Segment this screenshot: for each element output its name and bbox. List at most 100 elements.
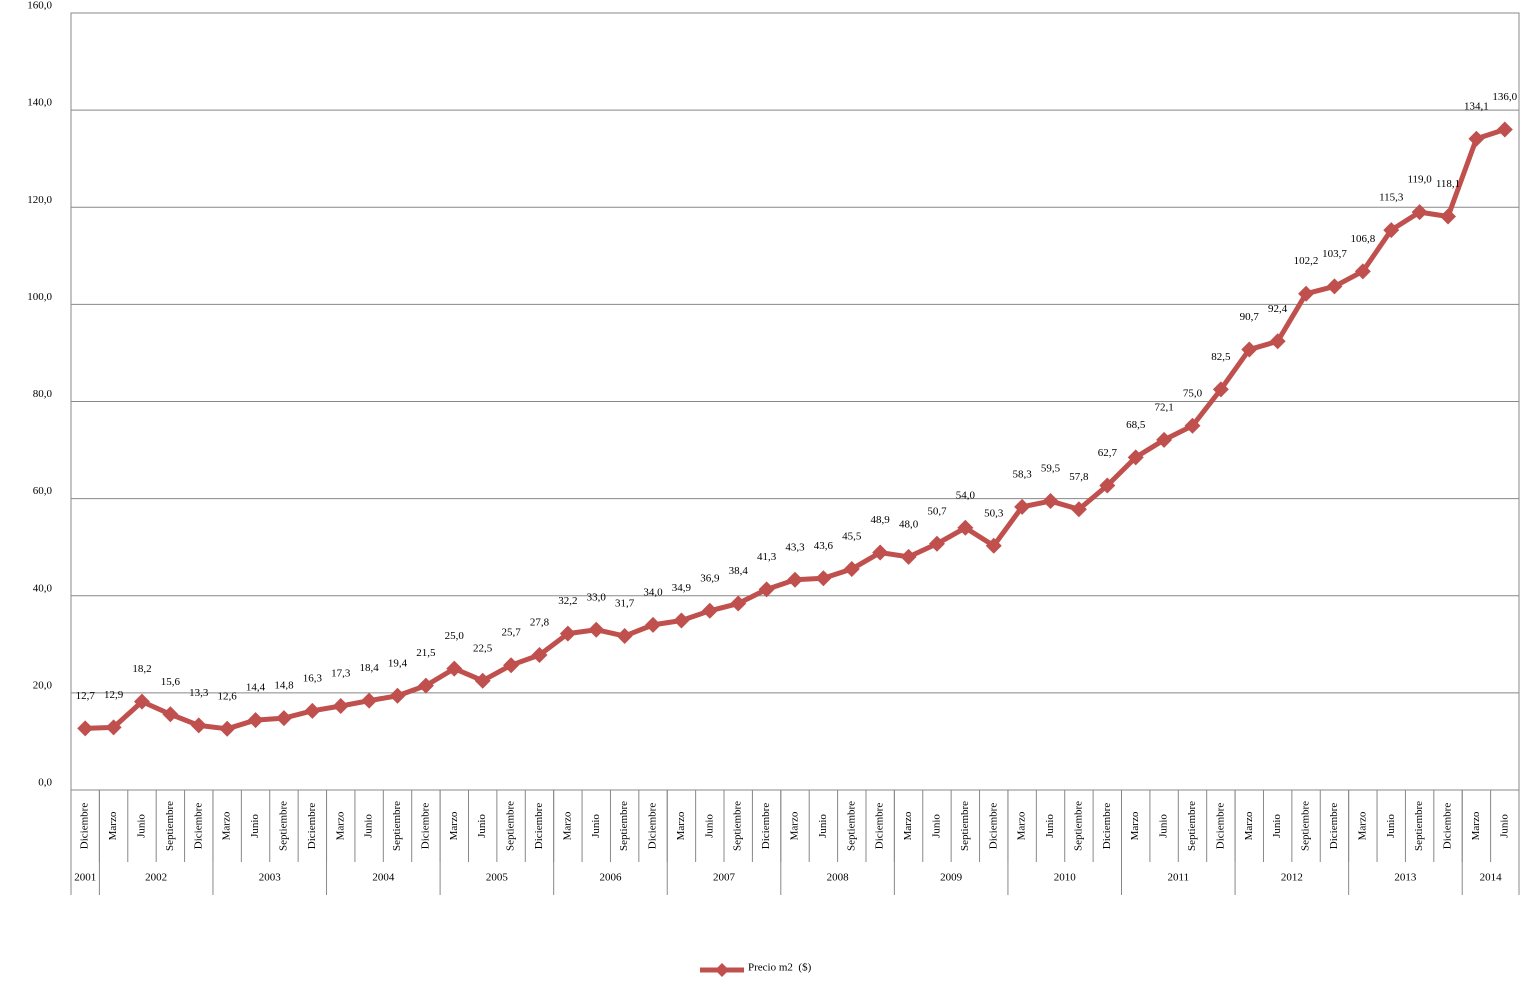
year-label: 2004 — [372, 872, 395, 884]
x-tick-label: Diciembre — [1101, 803, 1113, 850]
x-tick-label: Septiembre — [1413, 801, 1425, 851]
data-point — [701, 602, 718, 619]
data-point — [957, 519, 974, 536]
data-label: 57,8 — [1069, 471, 1089, 483]
data-point — [1383, 222, 1400, 239]
x-tick-label: Marzo — [334, 811, 346, 840]
x-tick-label: Diciembre — [1328, 803, 1340, 850]
data-point — [332, 697, 349, 714]
x-tick-label: Junio — [249, 814, 261, 838]
y-tick-label: 160,0 — [27, 0, 52, 12]
data-point — [985, 537, 1002, 554]
data-label: 115,3 — [1379, 192, 1404, 204]
x-tick-label: Marzo — [1129, 811, 1141, 840]
data-point — [446, 660, 463, 677]
x-tick-label: Septiembre — [732, 801, 744, 851]
data-point — [1496, 121, 1513, 138]
x-tick-label: Junio — [1044, 814, 1056, 838]
data-point — [77, 720, 94, 737]
data-point — [247, 712, 264, 729]
data-point — [474, 672, 491, 689]
data-point — [1042, 493, 1059, 510]
x-tick-label: Septiembre — [164, 801, 176, 851]
x-tick-label: Marzo — [221, 811, 233, 840]
x-tick-label: Marzo — [1016, 811, 1028, 840]
data-label: 54,0 — [956, 489, 976, 501]
data-point — [304, 702, 321, 719]
data-label: 38,4 — [729, 565, 749, 577]
data-label: 50,3 — [984, 507, 1004, 519]
series-line — [85, 127, 1506, 732]
data-point — [559, 625, 576, 642]
x-tick-label: Diciembre — [987, 803, 999, 850]
data-label: 68,5 — [1126, 419, 1146, 431]
data-point — [588, 621, 605, 638]
data-label: 106,8 — [1350, 233, 1375, 245]
x-tick-label: Septiembre — [505, 801, 517, 851]
data-label: 102,2 — [1294, 255, 1319, 267]
data-label: 43,3 — [785, 541, 805, 553]
x-tick-label: Septiembre — [391, 801, 403, 851]
data-point — [1212, 381, 1229, 398]
data-point — [815, 570, 832, 587]
data-label: 16,3 — [303, 672, 323, 684]
data-point — [645, 616, 662, 633]
data-point — [417, 677, 434, 694]
x-tick-label: Junio — [136, 814, 148, 838]
data-point — [616, 628, 633, 645]
x-tick-label: Diciembre — [760, 803, 772, 850]
year-label: 2010 — [1054, 872, 1077, 884]
data-label: 12,7 — [76, 690, 96, 702]
data-point — [162, 706, 179, 723]
x-tick-label: Marzo — [902, 811, 914, 840]
data-label: 25,7 — [501, 627, 521, 639]
data-point — [758, 581, 775, 598]
data-label: 18,4 — [359, 662, 379, 674]
x-tick-label: Marzo — [675, 811, 687, 840]
y-tick-label: 80,0 — [33, 388, 53, 400]
data-label: 48,9 — [871, 514, 891, 526]
x-tick-label: Marzo — [1356, 811, 1368, 840]
data-point — [900, 548, 917, 565]
x-tick-label: Junio — [817, 814, 829, 838]
data-point — [1241, 341, 1258, 358]
year-label: 2003 — [259, 872, 282, 884]
data-label: 48,0 — [899, 518, 919, 530]
x-tick-label: Marzo — [789, 811, 801, 840]
x-tick-label: Diciembre — [874, 803, 886, 850]
year-label: 2012 — [1281, 872, 1303, 884]
data-point — [843, 561, 860, 578]
year-label: 2006 — [599, 872, 622, 884]
data-label: 134,1 — [1464, 100, 1489, 112]
x-tick-label: Junio — [590, 814, 602, 838]
year-label: 2009 — [940, 872, 963, 884]
year-label: 2005 — [486, 872, 509, 884]
data-point — [1127, 449, 1144, 466]
x-tick-label: Junio — [1271, 814, 1283, 838]
data-label: 32,2 — [558, 595, 577, 607]
y-tick-label: 60,0 — [33, 485, 53, 497]
data-label: 17,3 — [331, 668, 351, 680]
data-label: 22,5 — [473, 642, 493, 654]
data-label: 33,0 — [587, 591, 607, 603]
data-label: 103,7 — [1322, 248, 1347, 260]
x-tick-label: Septiembre — [277, 801, 289, 851]
x-tick-label: Septiembre — [959, 801, 971, 851]
data-label: 31,7 — [615, 598, 635, 610]
data-point — [1298, 285, 1315, 302]
data-point — [133, 693, 150, 710]
year-label: 2008 — [827, 872, 850, 884]
data-label: 18,2 — [132, 663, 151, 675]
data-label: 50,7 — [927, 505, 947, 517]
data-point — [361, 692, 378, 709]
data-point — [275, 710, 292, 727]
x-tick-label: Marzo — [107, 811, 119, 840]
data-label: 34,9 — [672, 582, 692, 594]
year-label: 2001 — [74, 872, 96, 884]
data-label: 43,6 — [814, 540, 834, 552]
data-point — [673, 612, 690, 629]
x-tick-label: Diciembre — [306, 803, 318, 850]
data-label: 59,5 — [1041, 463, 1061, 475]
x-tick-label: Septiembre — [618, 801, 630, 851]
